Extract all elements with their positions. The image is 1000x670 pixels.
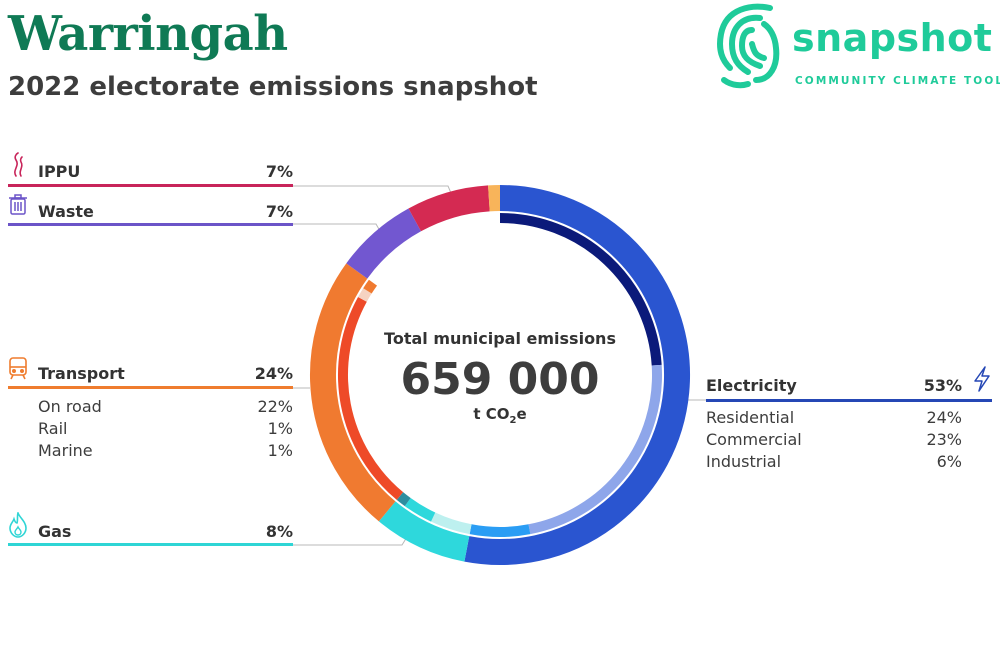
sub-slice-rail <box>358 288 372 302</box>
sub-slice-residential <box>499 213 662 366</box>
logo-wordmark: snapshot <box>792 16 993 60</box>
legend-electricity-name: Electricity <box>706 376 797 395</box>
legend-ippu-bar <box>8 184 293 187</box>
sub-slice-marine <box>363 279 378 294</box>
slice-transport <box>310 263 396 522</box>
legend-gas-name: Gas <box>38 522 72 541</box>
total-emissions-value: 659 000 <box>400 354 600 405</box>
legend-electricity-item: Residential 24% <box>706 408 962 427</box>
legend-electricity-bar <box>706 399 992 402</box>
sub-slice-industrial <box>469 524 531 537</box>
train-icon <box>9 357 27 380</box>
outer-ring <box>310 185 690 565</box>
legend-transport: Transport 24% On road 22% Rail 1% Marine… <box>8 354 293 464</box>
waste-connector <box>293 223 381 232</box>
emissions-unit: t CO2e <box>473 405 527 426</box>
legend-transport-item: Rail 1% <box>38 419 293 438</box>
center-title: Total municipal emissions <box>384 329 616 348</box>
legend-waste-name: Waste <box>38 202 94 221</box>
ippu-connector <box>293 185 452 194</box>
legend-waste-bar <box>8 223 293 226</box>
logo-tagline: COMMUNITY CLIMATE TOOL <box>795 75 1000 87</box>
smoke-icon <box>14 152 23 177</box>
sub-slice-residential-gas <box>431 512 472 535</box>
legend-electricity-item: Industrial 6% <box>706 452 962 471</box>
slice-ippu <box>408 185 490 232</box>
lightning-icon <box>974 366 990 392</box>
legend-electricity-item: Commercial 23% <box>706 430 962 449</box>
trash-bin-icon <box>9 194 27 215</box>
legend-electricity-value: 53% <box>923 376 962 395</box>
flame-icon <box>9 512 27 538</box>
inner-ring <box>338 213 662 537</box>
legend-electricity: Electricity 53% Residential 24% Commerci… <box>706 365 992 475</box>
legend-gas-value: 8% <box>265 522 293 541</box>
snapshot-logo: snapshot COMMUNITY CLIMATE TOOL <box>712 0 1000 92</box>
legend-waste-value: 7% <box>265 202 293 221</box>
legend-ippu: IPPU 7% <box>8 152 293 192</box>
legend-gas-bar <box>8 543 293 546</box>
legend-waste: Waste 7% <box>8 192 293 232</box>
page-title: Warringah <box>8 6 288 62</box>
sub-slice-industrial-gas <box>396 492 411 507</box>
legend-transport-name: Transport <box>38 364 125 383</box>
legend-transport-item: On road 22% <box>38 397 293 416</box>
legend-transport-bar <box>8 386 293 389</box>
slice-gas <box>378 501 470 562</box>
sub-slice-commercial-gas <box>404 497 436 522</box>
gas-connector <box>293 536 408 546</box>
legend-transport-value: 24% <box>254 364 293 383</box>
fingerprint-icon <box>717 3 780 89</box>
sub-slice-on-road <box>338 296 404 500</box>
legend-ippu-name: IPPU <box>38 162 81 181</box>
legend-ippu-value: 7% <box>265 162 293 181</box>
page-subtitle: 2022 electorate emissions snapshot <box>8 72 538 102</box>
slice-electricity <box>464 185 690 565</box>
legend-gas: Gas 8% <box>8 512 293 552</box>
slice-waste <box>346 208 422 279</box>
legend-transport-item: Marine 1% <box>38 441 293 460</box>
sub-slice-commercial <box>528 364 662 535</box>
